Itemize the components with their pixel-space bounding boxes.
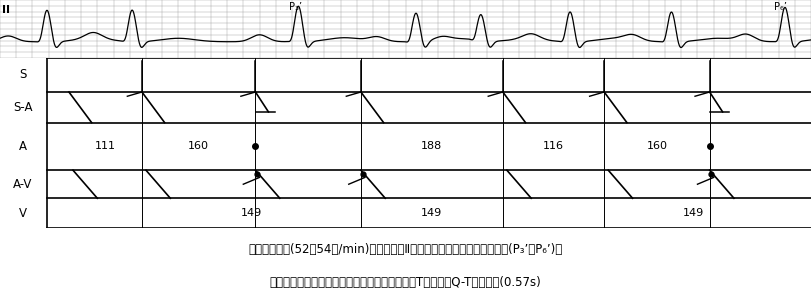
Text: 188: 188	[421, 141, 443, 151]
Text: V: V	[19, 206, 27, 220]
Text: 116: 116	[543, 141, 564, 151]
Text: II: II	[2, 5, 11, 15]
Text: 111: 111	[95, 141, 116, 151]
Text: 149: 149	[683, 208, 704, 218]
Text: A: A	[19, 140, 27, 153]
Text: 房室交接性逸搏、房性逸搏揭示窦性并行心律、T波改变、Q-T间期延长(0.57s): 房室交接性逸搏、房性逸搏揭示窦性并行心律、T波改变、Q-T间期延长(0.57s)	[269, 276, 542, 289]
Text: P₆’: P₆’	[775, 2, 787, 12]
Text: 149: 149	[241, 208, 262, 218]
Text: S: S	[19, 69, 27, 82]
Text: P₃’: P₃’	[290, 2, 303, 12]
Text: 149: 149	[421, 208, 443, 218]
Text: S-A: S-A	[13, 101, 32, 114]
Text: A-V: A-V	[13, 178, 32, 191]
Text: 160: 160	[646, 141, 667, 151]
Text: 160: 160	[188, 141, 209, 151]
Text: 窦性心动过缓(52～54次/min)、频发二度Ⅱ型窦房传导阻滞、频发房性逸搏(P₃’、P₆’)、: 窦性心动过缓(52～54次/min)、频发二度Ⅱ型窦房传导阻滞、频发房性逸搏(P…	[248, 244, 563, 256]
